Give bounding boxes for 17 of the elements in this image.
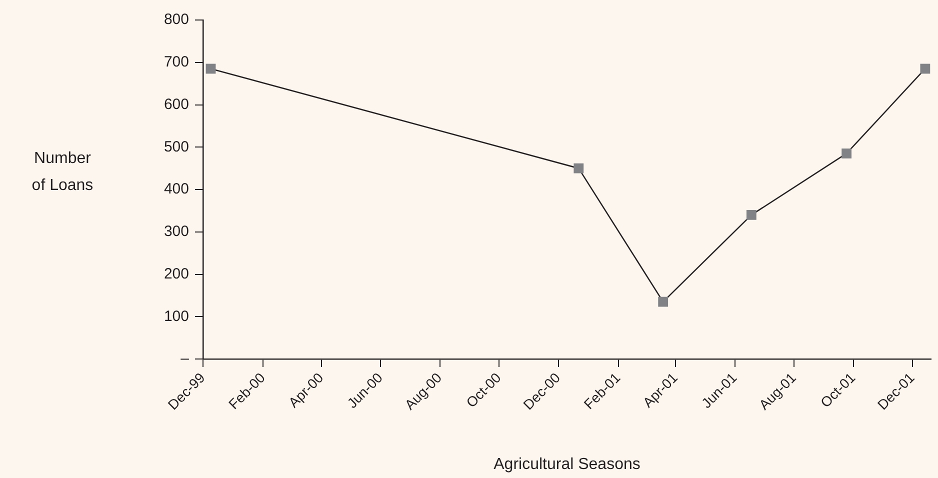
y-tick-label: 300 — [164, 223, 189, 240]
y-tick-label: – — [180, 350, 190, 368]
y-tick-label: 400 — [164, 180, 189, 198]
point — [658, 296, 668, 307]
point — [920, 64, 930, 74]
y-tick-label: 200 — [164, 265, 189, 282]
point — [842, 148, 852, 158]
x-axis-title: Agricultural Seasons — [494, 456, 640, 473]
point — [574, 163, 584, 174]
y-axis-title: Number of Loans — [30, 149, 94, 196]
y-tick-label: 800 — [164, 11, 189, 28]
point — [746, 210, 756, 220]
point — [206, 64, 216, 74]
y-tick-label: 600 — [164, 96, 189, 113]
y-tick-label: 700 — [164, 54, 189, 71]
y-tick-label: 100 — [164, 308, 189, 325]
y-tick-label: 500 — [164, 138, 189, 156]
